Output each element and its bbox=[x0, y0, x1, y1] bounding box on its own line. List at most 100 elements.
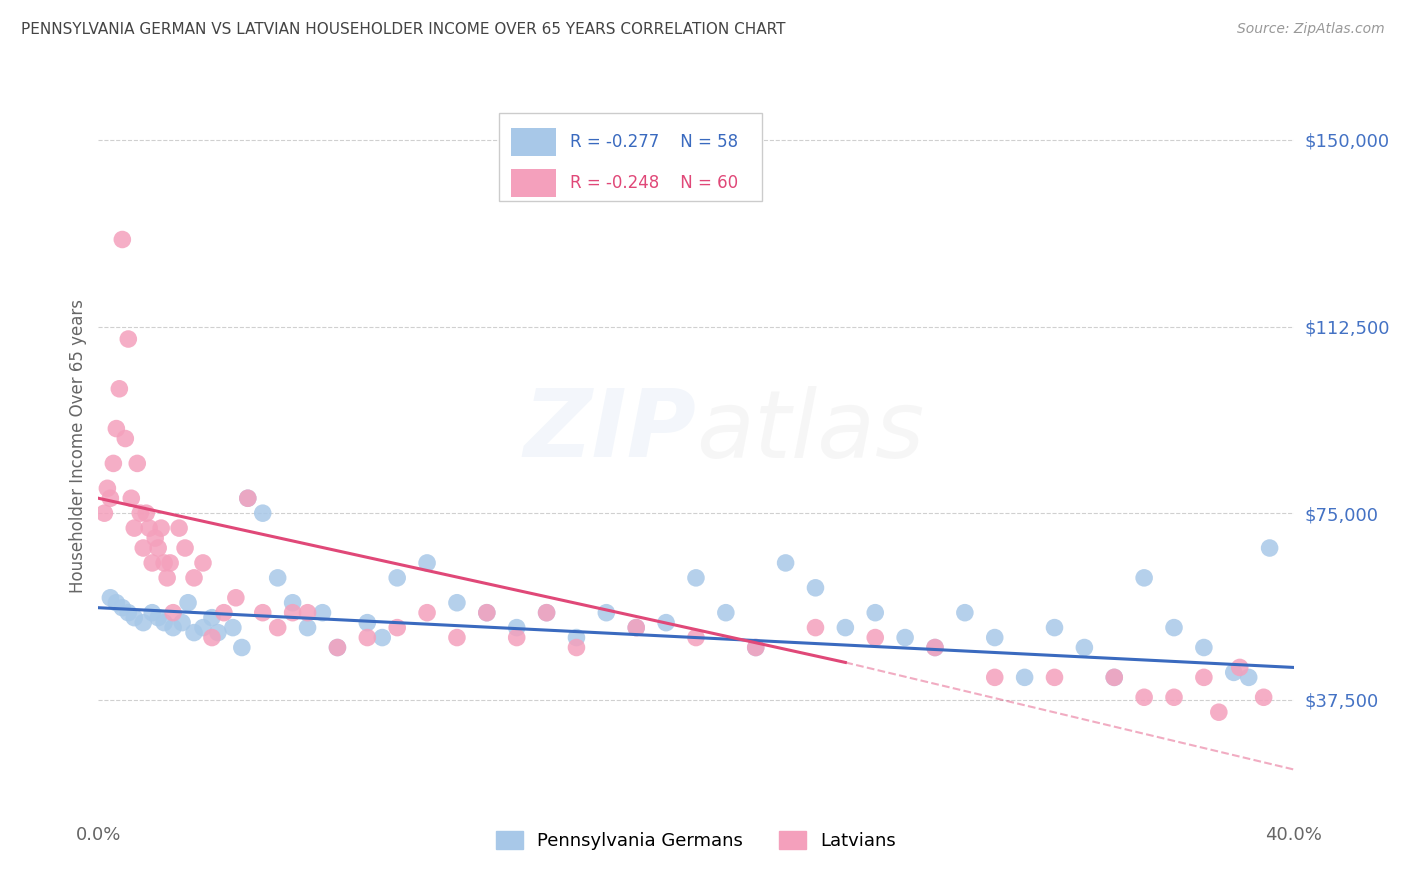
Point bbox=[267, 571, 290, 585]
Y-axis label: Householder Income Over 65 years: Householder Income Over 65 years bbox=[69, 299, 87, 593]
Point bbox=[191, 621, 214, 635]
Point bbox=[1043, 670, 1066, 684]
Point bbox=[297, 621, 319, 635]
Point bbox=[236, 491, 259, 506]
Point bbox=[132, 541, 155, 555]
Legend: Pennsylvania Germans, Latvians: Pennsylvania Germans, Latvians bbox=[488, 823, 904, 857]
Point bbox=[93, 506, 115, 520]
Point bbox=[416, 556, 439, 570]
Point bbox=[865, 631, 887, 645]
Point bbox=[105, 421, 128, 435]
Point bbox=[135, 506, 157, 520]
Point bbox=[141, 556, 163, 570]
Point bbox=[162, 606, 184, 620]
Point bbox=[595, 606, 617, 620]
Point bbox=[167, 521, 190, 535]
Point bbox=[225, 591, 247, 605]
Point bbox=[108, 382, 131, 396]
Point bbox=[745, 640, 768, 655]
Point bbox=[143, 531, 166, 545]
Point bbox=[98, 591, 122, 605]
Point bbox=[114, 432, 136, 446]
Point bbox=[177, 596, 200, 610]
Point bbox=[1237, 670, 1260, 684]
Point bbox=[924, 640, 946, 655]
Point bbox=[1043, 621, 1066, 635]
Text: atlas: atlas bbox=[696, 386, 924, 477]
Point bbox=[281, 606, 304, 620]
Point bbox=[124, 521, 146, 535]
Point bbox=[745, 640, 768, 655]
Point bbox=[834, 621, 856, 635]
Point bbox=[153, 556, 176, 570]
Text: Source: ZipAtlas.com: Source: ZipAtlas.com bbox=[1237, 22, 1385, 37]
Point bbox=[150, 521, 173, 535]
Point bbox=[222, 621, 245, 635]
Point bbox=[148, 541, 170, 555]
Point bbox=[506, 631, 529, 645]
Point bbox=[183, 571, 205, 585]
FancyBboxPatch shape bbox=[510, 128, 557, 155]
Point bbox=[212, 606, 235, 620]
Point bbox=[356, 631, 378, 645]
Point bbox=[1192, 670, 1215, 684]
Point bbox=[153, 615, 176, 630]
Point bbox=[98, 491, 122, 506]
Point bbox=[1208, 705, 1230, 719]
Point bbox=[1073, 640, 1095, 655]
Point bbox=[804, 581, 827, 595]
Point bbox=[252, 506, 274, 520]
Point bbox=[924, 640, 946, 655]
Point bbox=[120, 491, 142, 506]
Text: PENNSYLVANIA GERMAN VS LATVIAN HOUSEHOLDER INCOME OVER 65 YEARS CORRELATION CHAR: PENNSYLVANIA GERMAN VS LATVIAN HOUSEHOLD… bbox=[21, 22, 786, 37]
Point bbox=[1258, 541, 1281, 555]
Point bbox=[207, 625, 229, 640]
Point bbox=[894, 631, 917, 645]
Point bbox=[201, 631, 224, 645]
Point bbox=[565, 631, 588, 645]
Point bbox=[148, 610, 170, 624]
Point bbox=[297, 606, 319, 620]
Point bbox=[475, 606, 498, 620]
Point bbox=[953, 606, 976, 620]
Point bbox=[162, 621, 184, 635]
Point bbox=[117, 606, 139, 620]
Point bbox=[96, 481, 118, 495]
Point bbox=[1192, 640, 1215, 655]
Point bbox=[1133, 690, 1156, 705]
Point bbox=[371, 631, 394, 645]
Point bbox=[385, 621, 409, 635]
Point bbox=[172, 615, 194, 630]
Point bbox=[1104, 670, 1126, 684]
Point bbox=[236, 491, 259, 506]
Point bbox=[105, 596, 128, 610]
Point bbox=[536, 606, 558, 620]
Point bbox=[117, 332, 139, 346]
Point bbox=[201, 610, 224, 624]
Point bbox=[231, 640, 253, 655]
Point bbox=[111, 600, 134, 615]
Point bbox=[984, 631, 1007, 645]
Point bbox=[129, 506, 152, 520]
Point bbox=[124, 610, 146, 624]
Point bbox=[159, 556, 181, 570]
Point bbox=[626, 621, 648, 635]
Point bbox=[141, 606, 163, 620]
Point bbox=[311, 606, 333, 620]
Point bbox=[156, 571, 179, 585]
Point bbox=[984, 670, 1007, 684]
Point bbox=[804, 621, 827, 635]
Point bbox=[446, 596, 468, 610]
Point bbox=[865, 606, 887, 620]
Point bbox=[138, 521, 160, 535]
Point bbox=[626, 621, 648, 635]
Point bbox=[174, 541, 197, 555]
Point bbox=[191, 556, 214, 570]
Text: R = -0.248    N = 60: R = -0.248 N = 60 bbox=[571, 174, 738, 192]
Point bbox=[416, 606, 439, 620]
Point bbox=[132, 615, 155, 630]
Point bbox=[565, 640, 588, 655]
Point bbox=[536, 606, 558, 620]
Point bbox=[1104, 670, 1126, 684]
Point bbox=[685, 631, 707, 645]
